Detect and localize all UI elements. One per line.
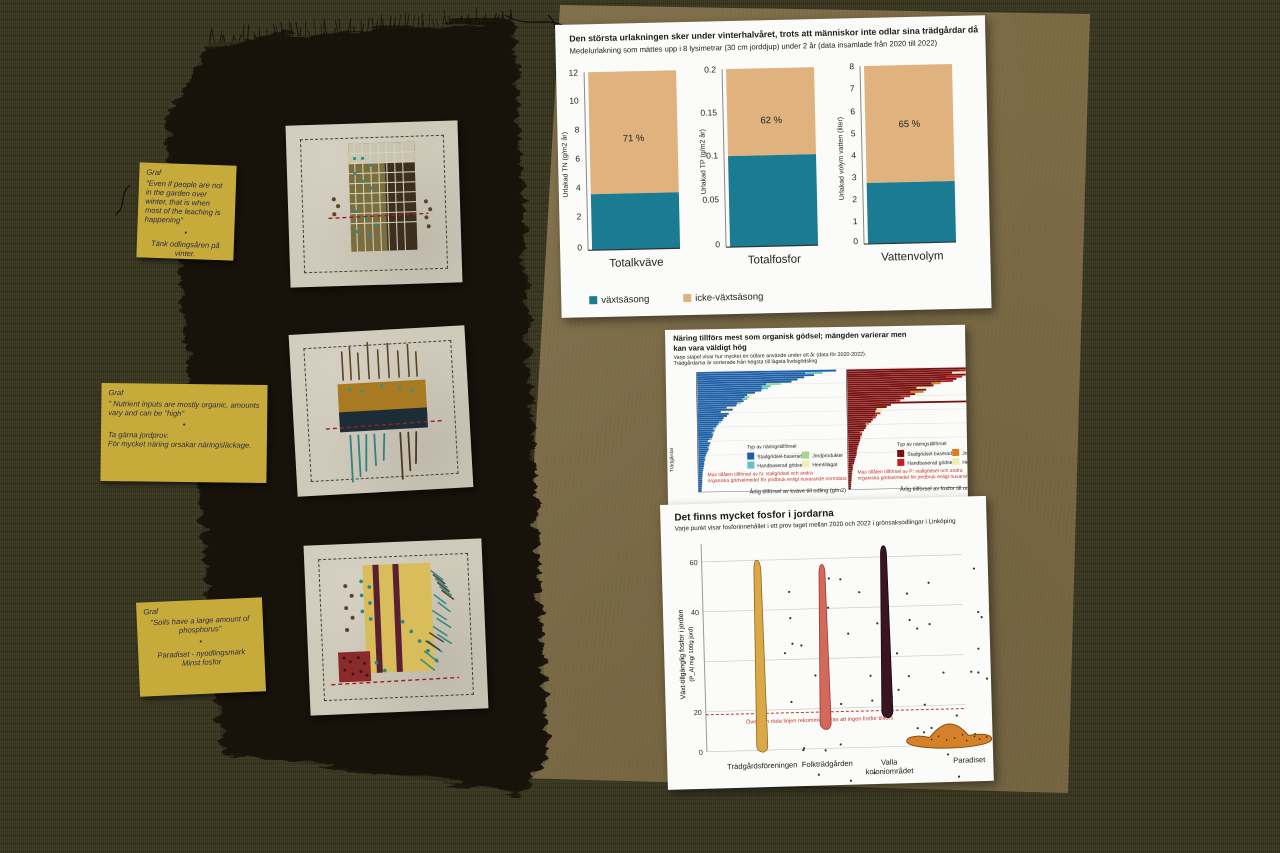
svg-text:Typ av näringstillförsel: Typ av näringstillförsel [747, 444, 797, 451]
svg-text:8: 8 [849, 61, 854, 71]
svg-text:Årlig tillförsel av kväve till: Årlig tillförsel av kväve till odling (g… [750, 487, 847, 496]
svg-text:71 %: 71 % [623, 133, 645, 145]
svg-text:Trädgårdar: Trädgårdar [668, 447, 675, 472]
svg-text:Växt-tillgänglig fosfor i jord: Växt-tillgänglig fosfor i jorden [678, 609, 688, 699]
svg-text:Urlakad TN (g/m2 år): Urlakad TN (g/m2 år) [560, 132, 569, 198]
svg-text:3: 3 [852, 172, 857, 182]
svg-text:organiska gödselmedel för jord: organiska gödselmedel för jordbruk enlig… [708, 476, 847, 484]
svg-text:Jordprodukter: Jordprodukter [812, 453, 843, 460]
svg-text:Totalkväve: Totalkväve [609, 257, 664, 270]
svg-text:1: 1 [853, 216, 858, 226]
svg-text:5: 5 [851, 128, 856, 138]
svg-text:65 %: 65 % [898, 119, 920, 131]
svg-text:Typ av näringstillförsel: Typ av näringstillförsel [897, 441, 947, 448]
svg-text:Urlakad volym vatten (liter): Urlakad volym vatten (liter) [837, 117, 846, 200]
svg-text:Handbaserad gödsel: Handbaserad gödsel [757, 463, 803, 470]
svg-text:0.05: 0.05 [702, 194, 719, 204]
svg-text:växtsäsong: växtsäsong [601, 294, 649, 306]
svg-text:40: 40 [691, 608, 699, 617]
svg-text:62 %: 62 % [760, 115, 782, 127]
svg-text:0.1: 0.1 [706, 150, 718, 160]
svg-text:0: 0 [853, 236, 858, 246]
svg-text:6: 6 [575, 153, 580, 163]
svg-text:Stadgödsel-baserad: Stadgödsel-baserad [757, 454, 802, 461]
svg-text:0: 0 [715, 239, 720, 249]
svg-text:Hemtillagat: Hemtillagat [962, 459, 968, 465]
svg-text:2: 2 [577, 211, 582, 221]
svg-text:Paradiset: Paradiset [953, 755, 986, 765]
svg-text:Folkträdgården: Folkträdgården [802, 759, 853, 769]
svg-text:7: 7 [850, 83, 855, 93]
svg-text:Totalfosfor: Totalfosfor [748, 253, 801, 266]
svg-text:0: 0 [699, 748, 703, 757]
svg-text:Årlig tillförsel av fosfor til: Årlig tillförsel av fosfor till odling (… [900, 484, 968, 493]
svg-text:Stadgödsel-baserad: Stadgödsel-baserad [907, 451, 952, 458]
svg-text:10: 10 [569, 95, 579, 105]
svg-text:(P_Al mg/ 100g jord): (P_Al mg/ 100g jord) [688, 627, 696, 682]
svg-text:organiska gödselmedel för jord: organiska gödselmedel för jordbruk enlig… [858, 473, 969, 481]
svg-text:4: 4 [851, 150, 856, 160]
svg-text:20: 20 [694, 708, 702, 717]
svg-text:Handbaserad gödsel: Handbaserad gödsel [907, 460, 953, 467]
svg-text:60: 60 [689, 558, 697, 567]
svg-text:0.2: 0.2 [704, 64, 716, 74]
svg-text:Vattenvolym: Vattenvolym [881, 250, 944, 263]
svg-text:Trädgårdsföreningen: Trädgårdsföreningen [727, 760, 797, 771]
svg-text:4: 4 [576, 182, 581, 192]
svg-text:12: 12 [569, 67, 579, 77]
svg-text:icke-växtsäsong: icke-växtsäsong [695, 291, 763, 304]
svg-text:8: 8 [575, 124, 580, 134]
svg-text:koloniområdet: koloniområdet [866, 766, 915, 776]
svg-text:0.15: 0.15 [700, 107, 717, 117]
svg-text:2: 2 [852, 194, 857, 204]
svg-text:Näring tillförs mest som organ: Näring tillförs mest som organisk gödsel… [673, 330, 907, 343]
svg-text:kan vara väldigt hög: kan vara väldigt hög [673, 343, 747, 353]
svg-text:0: 0 [577, 242, 582, 252]
svg-text:Urlakad TP (g/m2 år): Urlakad TP (g/m2 år) [698, 129, 707, 194]
svg-text:6: 6 [850, 106, 855, 116]
svg-text:Hemtillagat: Hemtillagat [812, 462, 838, 468]
